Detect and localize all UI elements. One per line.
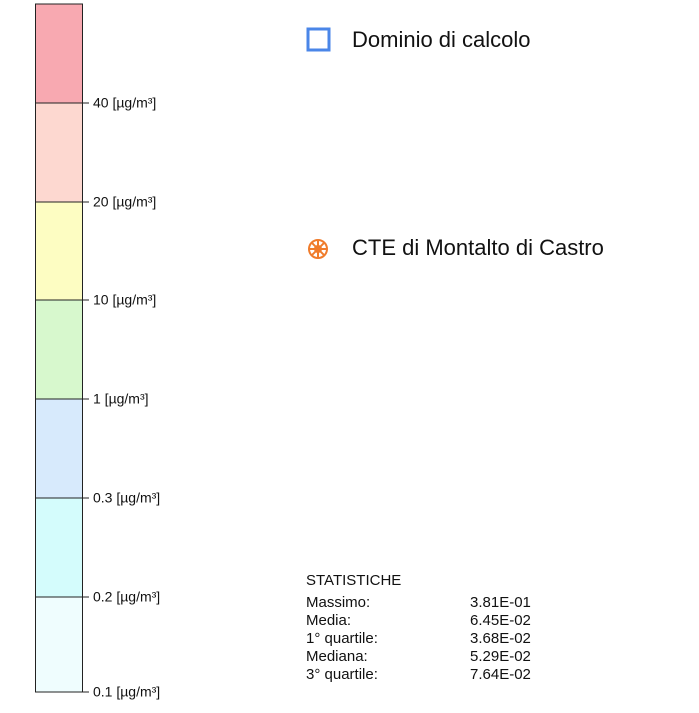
stat-value: 7.64E-02 [470,666,531,683]
scale-label: 0.1 [µg/m³] [93,684,160,700]
stats-title: STATISTICHE [306,572,401,589]
scale-label: 0.3 [µg/m³] [93,490,160,506]
band [35,201,83,301]
stat-value: 3.68E-02 [470,630,531,647]
scale-label: 10 [µg/m³] [93,292,156,308]
legend-item: Dominio di calcolo [352,27,531,52]
stat-label: Mediana: [306,648,368,665]
color-scale [35,3,89,693]
stat-value: 5.29E-02 [470,648,531,665]
scale-label: 0.2 [µg/m³] [93,589,160,605]
band [35,398,83,499]
stat-label: 1° quartile: [306,630,378,647]
scale-label: 1 [µg/m³] [93,391,149,407]
stat-value: 3.81E-01 [470,594,531,611]
band [35,102,83,203]
band [35,497,83,598]
legend-item: CTE di Montalto di Castro [352,235,604,260]
scale-label: 40 [µg/m³] [93,95,156,111]
band [35,3,83,104]
band [35,299,83,400]
stat-label: Media: [306,612,351,629]
stat-label: Massimo: [306,594,370,611]
band [35,596,83,693]
stat-value: 6.45E-02 [470,612,531,629]
stat-label: 3° quartile: [306,666,378,683]
plant-icon [308,239,328,259]
scale-label: 20 [µg/m³] [93,194,156,210]
domain-icon [306,27,331,52]
